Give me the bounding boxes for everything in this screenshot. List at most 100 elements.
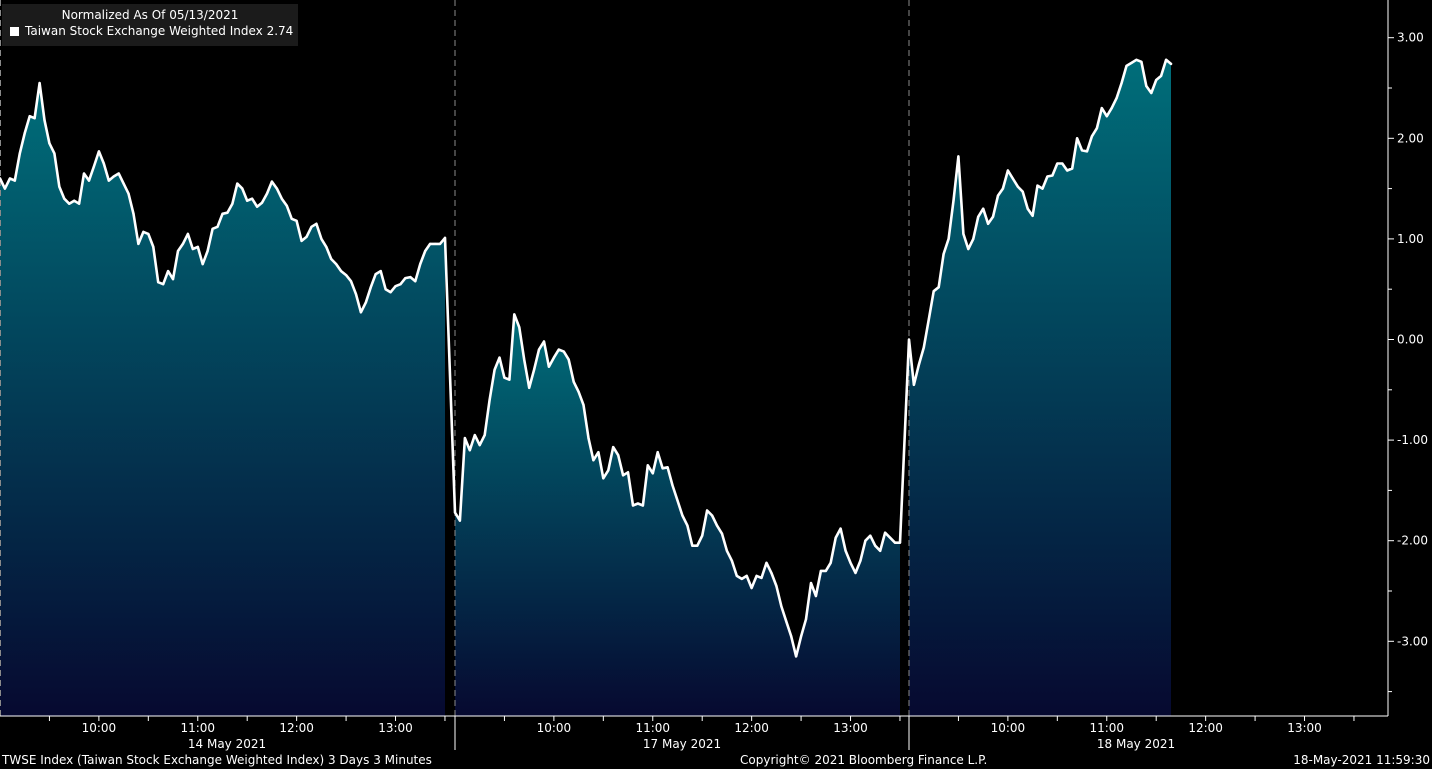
data-point bbox=[607, 469, 610, 472]
data-point bbox=[1036, 184, 1039, 187]
area-fill-1 bbox=[0, 83, 445, 716]
data-point bbox=[483, 434, 486, 437]
data-point bbox=[112, 175, 115, 178]
data-point bbox=[498, 356, 501, 359]
data-point bbox=[399, 283, 402, 286]
data-point bbox=[932, 290, 935, 293]
data-point bbox=[800, 635, 803, 638]
data-point bbox=[533, 368, 536, 371]
area-fill-3 bbox=[909, 59, 1171, 716]
data-point bbox=[68, 202, 71, 205]
data-point bbox=[898, 541, 902, 544]
data-point bbox=[626, 471, 630, 474]
data-point bbox=[394, 285, 397, 288]
data-point bbox=[246, 199, 249, 202]
data-point bbox=[686, 524, 689, 527]
data-point bbox=[53, 152, 56, 155]
data-point bbox=[13, 179, 16, 182]
x-tick-label: 12:00 bbox=[1188, 721, 1223, 735]
data-point bbox=[715, 524, 719, 527]
data-point bbox=[869, 534, 872, 537]
data-point bbox=[167, 270, 170, 273]
data-point bbox=[567, 358, 570, 361]
data-point bbox=[839, 527, 842, 530]
data-point bbox=[636, 502, 640, 505]
footer-security-description: TWSE Index (Taiwan Stock Exchange Weight… bbox=[2, 753, 432, 767]
y-tick-label: 3.00 bbox=[1397, 31, 1424, 45]
data-point bbox=[844, 549, 847, 552]
data-point bbox=[369, 286, 372, 289]
data-point bbox=[1110, 107, 1113, 110]
data-point bbox=[1006, 169, 1010, 172]
data-point bbox=[256, 205, 259, 208]
data-point bbox=[38, 81, 41, 85]
x-date-label: 14 May 2021 bbox=[188, 737, 266, 751]
data-point bbox=[97, 150, 100, 153]
data-point bbox=[1165, 58, 1168, 61]
data-point bbox=[310, 225, 313, 228]
data-point bbox=[162, 283, 165, 286]
data-point bbox=[1061, 162, 1064, 165]
data-point bbox=[1095, 127, 1098, 130]
data-point bbox=[701, 534, 704, 537]
legend-header: Normalized As Of 05/13/2021 bbox=[61, 8, 239, 22]
data-point bbox=[750, 586, 753, 590]
data-point bbox=[87, 179, 91, 182]
data-point bbox=[73, 199, 76, 202]
data-point bbox=[152, 245, 155, 248]
x-tick-label: 10:00 bbox=[82, 721, 117, 735]
data-point bbox=[1150, 91, 1153, 95]
data-point bbox=[666, 466, 669, 469]
data-point bbox=[706, 509, 709, 512]
data-point bbox=[1021, 190, 1024, 193]
data-point bbox=[1155, 78, 1158, 82]
data-point bbox=[617, 454, 620, 457]
data-point bbox=[122, 182, 125, 185]
data-point bbox=[760, 576, 763, 580]
data-point bbox=[1051, 174, 1054, 177]
data-point bbox=[221, 212, 224, 215]
data-point bbox=[23, 132, 26, 135]
data-point bbox=[562, 350, 565, 353]
data-point bbox=[1071, 167, 1074, 170]
data-point bbox=[996, 194, 1000, 197]
data-point bbox=[270, 180, 273, 183]
data-point bbox=[523, 358, 526, 361]
data-point bbox=[1140, 60, 1143, 63]
data-point bbox=[676, 499, 679, 502]
data-point bbox=[780, 605, 783, 608]
data-point bbox=[651, 472, 654, 475]
data-point bbox=[592, 459, 595, 462]
data-point bbox=[142, 230, 145, 233]
x-tick-label: 13:00 bbox=[833, 721, 868, 735]
data-point bbox=[92, 165, 95, 168]
data-point bbox=[854, 571, 857, 575]
data-point bbox=[211, 227, 214, 230]
data-point bbox=[325, 245, 328, 248]
x-tick-label: 13:00 bbox=[1287, 721, 1322, 735]
data-point bbox=[577, 390, 580, 393]
data-point bbox=[631, 504, 635, 507]
data-point bbox=[107, 179, 110, 182]
data-point bbox=[28, 115, 31, 118]
data-point bbox=[1046, 175, 1049, 178]
data-point bbox=[1100, 107, 1103, 110]
data-point bbox=[384, 288, 387, 291]
data-point bbox=[493, 368, 496, 371]
legend-series-label: Taiwan Stock Exchange Weighted Index 2.7… bbox=[25, 24, 294, 38]
y-tick-label: -1.00 bbox=[1397, 433, 1428, 447]
data-point bbox=[612, 446, 615, 449]
data-point bbox=[1026, 207, 1029, 210]
data-point bbox=[1160, 74, 1163, 77]
data-point bbox=[443, 236, 447, 239]
data-point bbox=[424, 249, 427, 253]
data-point bbox=[770, 571, 773, 575]
data-point bbox=[785, 620, 788, 623]
data-point bbox=[453, 511, 457, 514]
data-point bbox=[508, 378, 511, 381]
y-tick-label: -3.00 bbox=[1397, 634, 1428, 648]
data-point bbox=[438, 242, 442, 245]
data-point bbox=[513, 313, 516, 316]
data-point bbox=[656, 451, 659, 454]
data-point bbox=[537, 348, 541, 351]
